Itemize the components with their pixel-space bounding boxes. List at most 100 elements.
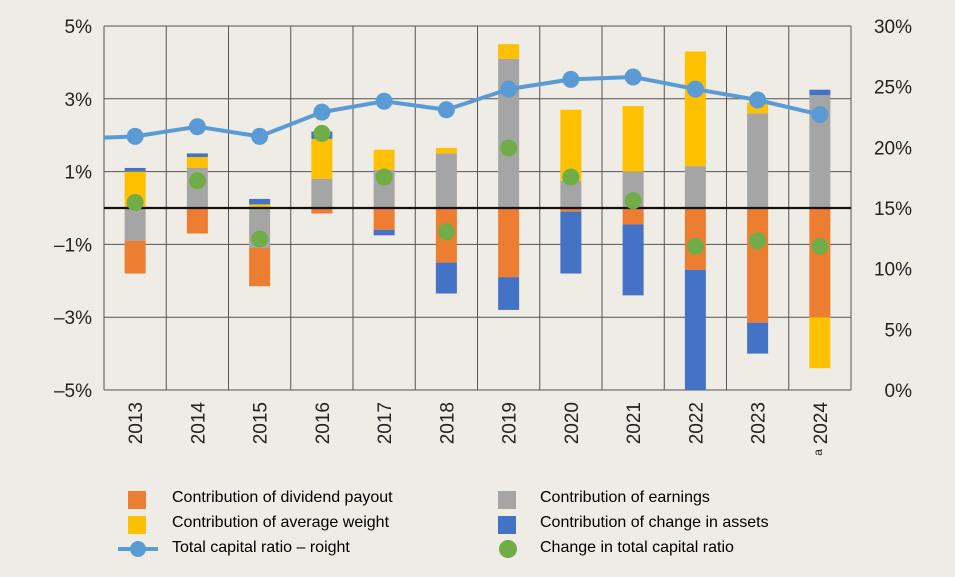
- bar-contribution-of-average-weight-2024: [809, 317, 831, 369]
- bar-contribution-of-dividend-payout-2023: [747, 208, 769, 323]
- x-tick-label-2018: 2018: [437, 402, 458, 444]
- x-tick-label-2015: 2015: [251, 402, 272, 444]
- capital-ratio-point-2023: [749, 91, 767, 109]
- capital-ratio-point-2016: [313, 103, 331, 121]
- capital-ratio-point-2022: [686, 80, 704, 98]
- capital-ratio-line: [103, 74, 821, 140]
- change-dots-group: [126, 124, 829, 255]
- capital-ratio-point-2024: [811, 106, 829, 124]
- bar-contribution-of-change-in-assets-2022: [684, 269, 706, 390]
- legend-label-change-total: Change in total capital ratio: [540, 539, 734, 556]
- x-axis: 2013 2014 2015 2016 2017 2018 2019 2020 2021 2022…: [126, 402, 832, 456]
- bar-contribution-of-average-weight-2015: [249, 204, 271, 208]
- capital-ratio-point-2020: [562, 70, 580, 88]
- legend: Contribution of dividend payout Contribu…: [118, 486, 918, 566]
- bar-contribution-of-average-weight-2017: [373, 149, 395, 170]
- change-dot-2014: [188, 172, 206, 190]
- legend-swatch-change-assets: [498, 516, 516, 534]
- left-tick-label-4: –3%: [54, 308, 92, 329]
- capital-ratio-point-2015: [251, 127, 269, 145]
- bar-contribution-of-earnings-2019: [498, 58, 520, 209]
- left-tick-label-0: 5%: [65, 17, 93, 38]
- left-tick-label-1: 3%: [65, 90, 93, 111]
- change-dot-2018: [437, 223, 455, 241]
- bar-contribution-of-average-weight-2022: [684, 51, 706, 167]
- change-dot-2013: [126, 194, 144, 212]
- legend-item-change-assets: [498, 513, 516, 537]
- capital-ratio-line-group: [103, 68, 829, 145]
- legend-item-dividend: [128, 488, 146, 512]
- bar-contribution-of-earnings-2016: [311, 178, 333, 208]
- capital-ratio-point-2018: [437, 101, 455, 119]
- legend-swatch-earnings: [498, 491, 516, 509]
- change-dot-2022: [686, 237, 704, 255]
- x-tick-label-2019: 2019: [500, 402, 521, 444]
- bar-contribution-of-earnings-2020: [560, 180, 582, 208]
- right-tick-label-0: 30%: [874, 17, 912, 38]
- bar-contribution-of-dividend-payout-2015: [249, 248, 271, 287]
- capital-ratio-point-2019: [500, 80, 518, 98]
- right-tick-label-5: 5%: [885, 320, 913, 341]
- bar-contribution-of-change-in-assets-2023: [747, 322, 769, 354]
- bar-contribution-of-change-in-assets-2019: [498, 277, 520, 310]
- bar-contribution-of-change-in-assets-2018: [435, 262, 457, 294]
- legend-swatch-dividend: [128, 491, 146, 509]
- x-tick-label-2023: 2023: [749, 402, 770, 444]
- bar-contribution-of-earnings-2018: [435, 153, 457, 208]
- legend-swatch-average-weight: [128, 516, 146, 534]
- right-tick-label-6: 0%: [885, 381, 913, 402]
- bar-contribution-of-change-in-assets-2013: [124, 167, 146, 172]
- bar-contribution-of-average-weight-2020: [560, 109, 582, 181]
- bar-contribution-of-dividend-payout-2024: [809, 208, 831, 318]
- bar-contribution-of-dividend-payout-2016: [311, 208, 333, 214]
- legend-label-dividend: Contribution of dividend payout: [172, 489, 393, 506]
- capital-ratio-point-2021: [624, 68, 642, 86]
- right-tick-label-1: 25%: [874, 78, 912, 99]
- x-tick-superscript: a: [811, 449, 825, 456]
- x-tick-label-2013: 2013: [126, 402, 147, 444]
- change-dot-2024: [811, 237, 829, 255]
- legend-label-change-assets: Contribution of change in assets: [540, 514, 769, 531]
- bar-contribution-of-earnings-2024: [809, 95, 831, 208]
- capital-ratio-point-2014: [188, 118, 206, 136]
- bar-contribution-of-dividend-payout-2021: [622, 208, 644, 225]
- right-tick-label-4: 10%: [874, 260, 912, 281]
- change-dot-2020: [562, 168, 580, 186]
- bar-contribution-of-average-weight-2016: [311, 138, 333, 179]
- capital-ratio-point-2013: [126, 127, 144, 145]
- bar-contribution-of-dividend-payout-2019: [498, 208, 520, 278]
- bar-contribution-of-change-in-assets-2014: [186, 153, 208, 158]
- right-axis: 30% 25% 20% 15% 10% 5% 0%: [874, 17, 912, 402]
- right-tick-label-3: 15%: [874, 199, 912, 220]
- bar-contribution-of-change-in-assets-2017: [373, 229, 395, 236]
- legend-swatch-change-total: [499, 540, 517, 558]
- left-tick-label-3: –1%: [54, 235, 92, 256]
- x-tick-label-2020: 2020: [562, 402, 583, 444]
- right-tick-label-2: 20%: [874, 138, 912, 159]
- bar-contribution-of-dividend-payout-2014: [186, 208, 208, 234]
- left-tick-label-5: –5%: [54, 381, 92, 402]
- left-tick-label-2: 1%: [65, 163, 93, 184]
- change-dot-2016: [313, 124, 331, 142]
- legend-swatch-capital-ratio: [118, 541, 158, 557]
- bar-contribution-of-change-in-assets-2020: [560, 211, 582, 274]
- bar-contribution-of-average-weight-2021: [622, 106, 644, 172]
- change-dot-2015: [251, 230, 269, 248]
- bar-contribution-of-change-in-assets-2015: [249, 198, 271, 205]
- bar-contribution-of-earnings-2022: [684, 166, 706, 208]
- bar-contribution-of-earnings-2023: [747, 113, 769, 208]
- bar-contribution-of-average-weight-2014: [186, 157, 208, 168]
- x-tick-label-2014: 2014: [188, 402, 209, 445]
- bar-contribution-of-dividend-payout-2013: [124, 240, 146, 274]
- capital-ratio-point-2017: [375, 92, 393, 110]
- bar-contribution-of-change-in-assets-2021: [622, 224, 644, 296]
- legend-item-earnings: [498, 488, 516, 512]
- x-tick-label-2024: 2024: [811, 402, 832, 445]
- x-tick-label-2017: 2017: [375, 402, 396, 444]
- x-tick-label-2016: 2016: [313, 402, 334, 444]
- x-tick-label-2021: 2021: [624, 402, 645, 444]
- legend-label-earnings: Contribution of earnings: [540, 489, 710, 506]
- bar-contribution-of-average-weight-2019: [498, 44, 520, 59]
- change-dot-2017: [375, 168, 393, 186]
